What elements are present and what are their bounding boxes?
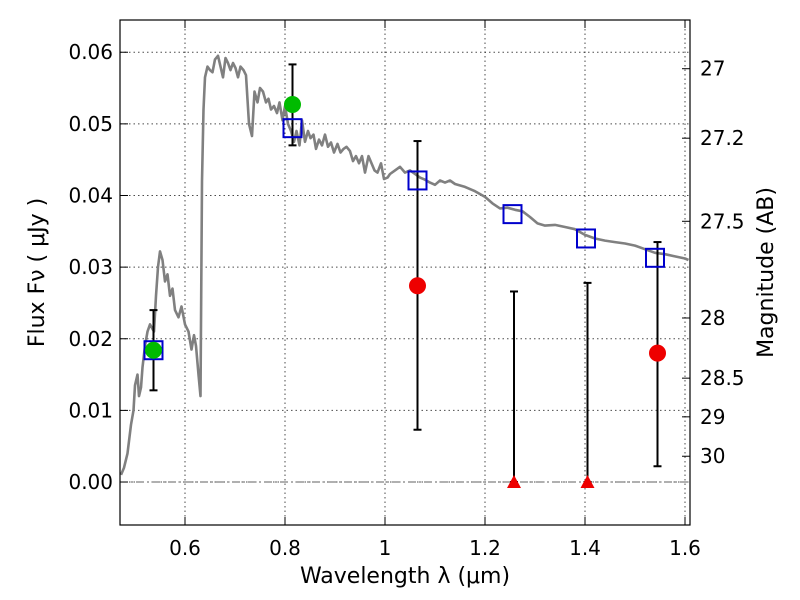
green-detection-point [284, 96, 301, 114]
y-tick-label: 0.03 [68, 255, 113, 279]
x-axis-title: Wavelength λ (μm) [300, 564, 510, 589]
y-tick-label: 0.01 [68, 398, 113, 422]
model-photometry-square [502, 204, 523, 225]
y2-axis-title: Magnitude (AB) [754, 187, 779, 358]
x-tick-label: 0.6 [169, 536, 201, 560]
x-tick-label: 1.4 [569, 536, 601, 560]
red-detection-point [409, 277, 426, 295]
model-photometry-square [282, 118, 303, 139]
y2-tick-label: 29 [700, 405, 725, 429]
y2-tick-label: 28.5 [700, 366, 745, 390]
y2-tick-label: 27.5 [700, 209, 745, 233]
model-spectrum-group [119, 54, 690, 476]
red-detection-point [649, 344, 666, 362]
plot-frame [119, 19, 691, 526]
y2-tick-label: 27.2 [700, 126, 745, 150]
y-tick-label: 0.02 [68, 327, 113, 351]
green-detection-point [145, 341, 162, 359]
upper-limit-marker [507, 475, 521, 489]
axis-ticks-group: 0.6 0.8 1 1.2 1.4 1.6 0.00 0.01 0.02 0.03 0.04 0.05… [68, 20, 745, 560]
model-photometry-square [645, 247, 665, 268]
model-spectrum-line [119, 54, 690, 476]
model-photometry-square [143, 340, 164, 361]
y2-tick-label: 30 [700, 444, 725, 468]
y-tick-label: 0.00 [68, 470, 113, 494]
y-tick-label: 0.04 [68, 183, 113, 207]
markers-group [143, 96, 666, 489]
y2-tick-label: 28 [700, 306, 725, 330]
y2-tick-label: 27 [700, 57, 725, 81]
y-axis-title: Flux Fν ( μJy ) [25, 198, 50, 347]
x-tick-label: 0.8 [269, 536, 301, 560]
y-tick-label: 0.06 [68, 40, 113, 64]
x-tick-label: 1.6 [669, 536, 701, 560]
model-photometry-square [576, 228, 596, 249]
y-tick-label: 0.05 [68, 112, 113, 136]
upper-limit-marker [580, 475, 595, 489]
x-tick-label: 1.2 [469, 536, 501, 560]
model-photometry-square [407, 170, 428, 191]
x-tick-label: 1 [379, 536, 392, 560]
